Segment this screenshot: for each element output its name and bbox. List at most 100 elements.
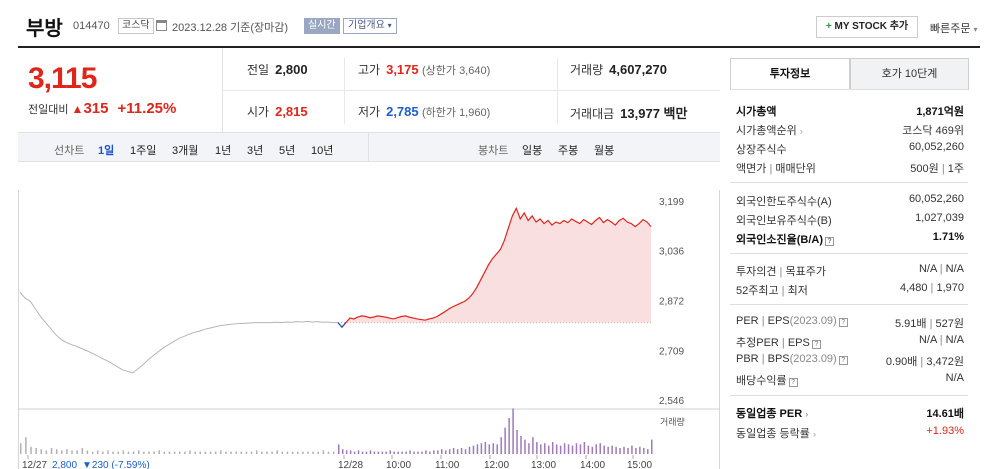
tab-monthly-candle[interactable]: 월봉 [594, 145, 615, 157]
volume-bar [266, 451, 268, 454]
volume-bar [199, 451, 202, 454]
week52-value: 4,480 | 1,970 [899, 282, 964, 294]
price-chart[interactable]: 3,199 3,036 2,872 2,709 2,546 거래량 12/27 12/28 10… [18, 190, 720, 469]
sector-per-row: 동일업종 PER › 14.61배 [736, 405, 964, 423]
candle-chart-label: 봉차트 [478, 145, 509, 157]
x-tick-label: 14:00 [580, 460, 605, 469]
par-unit-row: 액면가 | 매매단위 500원 | 1주 [736, 160, 964, 178]
volume-bar [500, 437, 502, 454]
tab-3month[interactable]: 3개월 [172, 145, 199, 157]
volume-bar [607, 446, 609, 454]
volume-bar [512, 408, 514, 454]
tab-daily-candle[interactable]: 일봉 [522, 145, 543, 157]
par-label: 액면가 [736, 163, 767, 175]
tab-10year[interactable]: 10년 [311, 145, 334, 157]
volume-bar [137, 450, 140, 454]
series-line-today-dip [337, 322, 347, 329]
y-tick-label: 2,872 [659, 297, 684, 308]
tab-weekly-candle[interactable]: 주봉 [558, 145, 579, 157]
volume-bar [567, 444, 570, 454]
volume-bar [302, 451, 304, 454]
company-overview-dropdown[interactable]: 기업개요 ▾ [343, 18, 397, 34]
stock-code: 014470 [73, 20, 110, 32]
volume-bar [102, 451, 104, 454]
market-cap-label: 시가총액 [736, 106, 777, 118]
tab-1year[interactable]: 1년 [215, 145, 232, 157]
x-tick-label: 11:00 [435, 460, 460, 469]
tab-invest-info[interactable]: 투자정보 [730, 58, 850, 90]
add-my-stock-button[interactable]: + MY STOCK 추가 [816, 16, 918, 38]
help-icon[interactable]: ? [788, 378, 798, 387]
help-icon[interactable]: ? [825, 237, 834, 246]
volume-bar [20, 443, 22, 454]
cap-rank-label-text: 시가총액순위 [736, 125, 797, 137]
volume-bar [240, 451, 243, 454]
volume-bar [317, 451, 319, 454]
realtime-button[interactable]: 실시간 [304, 18, 340, 34]
prev-close-label: 전일 [247, 63, 270, 77]
volume-bar [158, 450, 160, 454]
tab-5year[interactable]: 5년 [279, 145, 296, 157]
dividend-row: 배당수익률? N/A [736, 372, 964, 390]
volume-bar [409, 450, 411, 454]
volume-bar [476, 444, 479, 454]
volume-bar [595, 444, 598, 454]
est-eps-label: EPS [787, 337, 810, 349]
sector-rate-label[interactable]: 동일업종 등락률 › [736, 425, 816, 441]
volume-bar [204, 451, 207, 454]
eps-label: EPS [767, 315, 790, 327]
shares-label: 상장주식수 [736, 144, 787, 156]
market-cap-value: 1,871억원 [916, 106, 964, 118]
week52-label: 52주최고 | 최저 [736, 285, 808, 297]
help-icon[interactable]: ? [838, 356, 848, 365]
volume-bar [504, 427, 506, 454]
plus-icon: + [825, 21, 832, 32]
volume-bar [452, 448, 455, 454]
y-tick-label: 3,199 [659, 197, 684, 208]
tab-3year[interactable]: 3년 [247, 145, 264, 157]
dividend-value: N/A [945, 372, 964, 384]
add-my-stock-label: MY STOCK 추가 [834, 21, 909, 32]
dividend-label: 배당수익률? [736, 372, 798, 388]
volume-bar [647, 449, 649, 454]
volume-bar [91, 451, 94, 454]
est-eps-value: N/A [945, 334, 964, 346]
lower-limit: (하한가 1,960) [421, 107, 491, 119]
quick-order-link[interactable]: 빠른주문 ▾ [930, 20, 978, 36]
cap-rank-row: 시가총액순위 › 코스닥 469위 [736, 122, 964, 140]
opinion-value: N/A [918, 263, 937, 275]
tab-orderbook-10[interactable]: 호가 10단계 [850, 58, 969, 90]
volume-bar [153, 451, 155, 454]
market-badge: 코스닥 [118, 18, 154, 34]
sector-per-label[interactable]: 동일업종 PER › [736, 405, 808, 421]
volume-bar [389, 450, 392, 454]
par-value: 500원 [910, 163, 939, 175]
opinion-target-value: N/A | N/A [918, 263, 964, 275]
price-change: 전일대비 ▲315 +11.25% [28, 100, 176, 117]
tab-1week[interactable]: 1주일 [130, 145, 157, 157]
volume-bar [184, 451, 186, 454]
volume-bar [599, 443, 601, 454]
current-price: 3,115 [28, 62, 97, 95]
market-cap-row: 시가총액 1,871억원 [736, 103, 964, 121]
volume-bar [291, 451, 294, 454]
cap-rank-label[interactable]: 시가총액순위 › [736, 122, 803, 138]
volume-bar [623, 446, 625, 454]
week52-low-value: 1,970 [936, 282, 964, 294]
volume-bar [496, 444, 498, 454]
week52-high-label: 52주최고 [736, 285, 779, 297]
volume-bar [55, 449, 58, 454]
volume-bar [579, 444, 582, 454]
help-icon[interactable]: ? [838, 318, 848, 327]
volume-bar [250, 451, 253, 454]
open-value: 2,815 [275, 104, 308, 119]
sector-rate-row: 동일업종 등락률 › +1.93% [736, 425, 964, 443]
volume-bar [532, 437, 534, 454]
volume-bar [365, 451, 368, 454]
high: 고가 3,175 (상한가 3,640) [358, 61, 490, 78]
tab-1day[interactable]: 1일 [98, 145, 115, 157]
help-icon[interactable]: ? [811, 340, 821, 349]
volume-bar [544, 443, 546, 454]
header-divider [18, 46, 980, 48]
volume-bar [488, 444, 491, 454]
